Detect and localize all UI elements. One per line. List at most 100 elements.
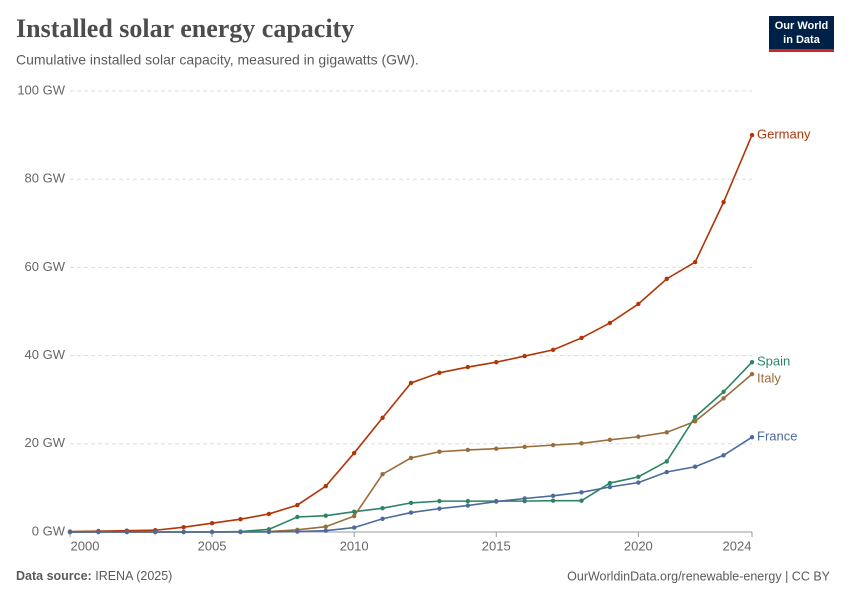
data-point — [721, 453, 726, 458]
data-point — [550, 442, 556, 448]
x-tick-label: 2015 — [482, 538, 511, 553]
data-point — [494, 499, 499, 504]
data-point — [607, 480, 613, 486]
data-point — [238, 529, 243, 535]
data-point — [522, 444, 527, 450]
data-point — [664, 430, 669, 435]
series-label: Spain — [757, 354, 790, 369]
data-point — [437, 449, 442, 454]
data-point — [579, 441, 584, 446]
data-point — [323, 528, 328, 533]
data-point — [465, 503, 471, 508]
credit[interactable]: OurWorldinData.org/renewable-energy | CC… — [567, 569, 831, 583]
data-point — [351, 513, 357, 519]
y-tick-label: 60 GW — [25, 259, 66, 274]
y-tick-label: 80 GW — [25, 171, 66, 186]
data-point — [749, 371, 755, 377]
data-point — [550, 493, 556, 499]
data-point — [579, 335, 584, 341]
data-point — [692, 419, 698, 424]
data-point — [494, 360, 499, 365]
y-tick-label: 20 GW — [25, 435, 66, 450]
series-line — [70, 361, 753, 533]
data-point — [692, 414, 698, 420]
data-point — [380, 516, 385, 521]
data-point — [380, 415, 385, 420]
data-point — [749, 360, 755, 365]
data-point — [607, 484, 613, 490]
series-label: Germany — [757, 127, 811, 142]
data-point — [209, 529, 215, 535]
data-point — [380, 505, 385, 511]
data-point — [323, 483, 328, 489]
data-point — [408, 380, 414, 386]
logo-text: in Data — [783, 34, 821, 46]
logo-box — [769, 16, 834, 49]
data-point — [408, 455, 414, 461]
data-point — [351, 525, 357, 530]
y-tick-label: 0 GW — [32, 523, 66, 538]
logo[interactable]: Our World in Data — [769, 16, 834, 52]
data-point — [465, 447, 471, 453]
data-point — [295, 529, 300, 534]
data-point — [437, 498, 442, 504]
data-point — [692, 464, 698, 469]
data-point — [636, 434, 641, 439]
series-line — [70, 373, 753, 533]
source-value: IRENA (2025) — [95, 569, 172, 583]
data-point — [550, 347, 556, 353]
data-point — [749, 434, 755, 440]
series-line — [70, 436, 753, 533]
data-point — [181, 524, 186, 530]
x-tick-label: 2020 — [624, 538, 653, 553]
data-point — [67, 529, 73, 535]
data-point — [664, 459, 669, 464]
data-point — [636, 480, 641, 485]
data-point — [153, 529, 158, 535]
series-label: Italy — [757, 371, 781, 386]
data-point — [266, 511, 272, 517]
logo-text: Our World — [775, 20, 829, 32]
data-point — [323, 513, 328, 518]
data-point — [607, 437, 613, 443]
data-point — [721, 396, 726, 401]
data-point — [295, 514, 300, 520]
data-point — [295, 502, 300, 508]
data-point — [636, 301, 641, 307]
source-label: Data source: — [16, 569, 92, 583]
data-point — [636, 474, 641, 480]
data-point — [721, 389, 726, 394]
data-point — [494, 446, 499, 451]
data-point — [408, 510, 414, 515]
x-tick-label: 2005 — [198, 538, 227, 553]
data-point — [522, 353, 527, 359]
data-point — [579, 498, 584, 503]
data-point — [607, 320, 613, 326]
data-point — [465, 364, 471, 370]
source: Data source: IRENA (2025) — [16, 569, 172, 583]
data-point — [96, 529, 101, 535]
series-line — [69, 134, 753, 533]
data-point — [408, 500, 414, 506]
data-point — [351, 509, 357, 514]
data-point — [181, 529, 186, 535]
data-point — [124, 529, 130, 535]
x-tick-label: 2024 — [723, 538, 752, 553]
data-point — [238, 517, 243, 522]
series-label: France — [757, 429, 797, 444]
data-point — [323, 524, 328, 529]
data-point — [465, 498, 471, 504]
data-point — [380, 472, 385, 477]
chart-subtitle: Cumulative installed solar capacity, mea… — [16, 52, 419, 68]
chart-title: Installed solar energy capacity — [16, 14, 354, 43]
y-tick-label: 40 GW — [25, 347, 66, 362]
data-point — [749, 132, 755, 138]
data-point — [437, 506, 442, 511]
data-point — [721, 199, 726, 205]
data-point — [351, 450, 357, 456]
x-tick-label: 2000 — [71, 538, 100, 553]
data-point — [209, 520, 215, 526]
data-point — [437, 370, 442, 375]
data-point — [522, 496, 527, 501]
